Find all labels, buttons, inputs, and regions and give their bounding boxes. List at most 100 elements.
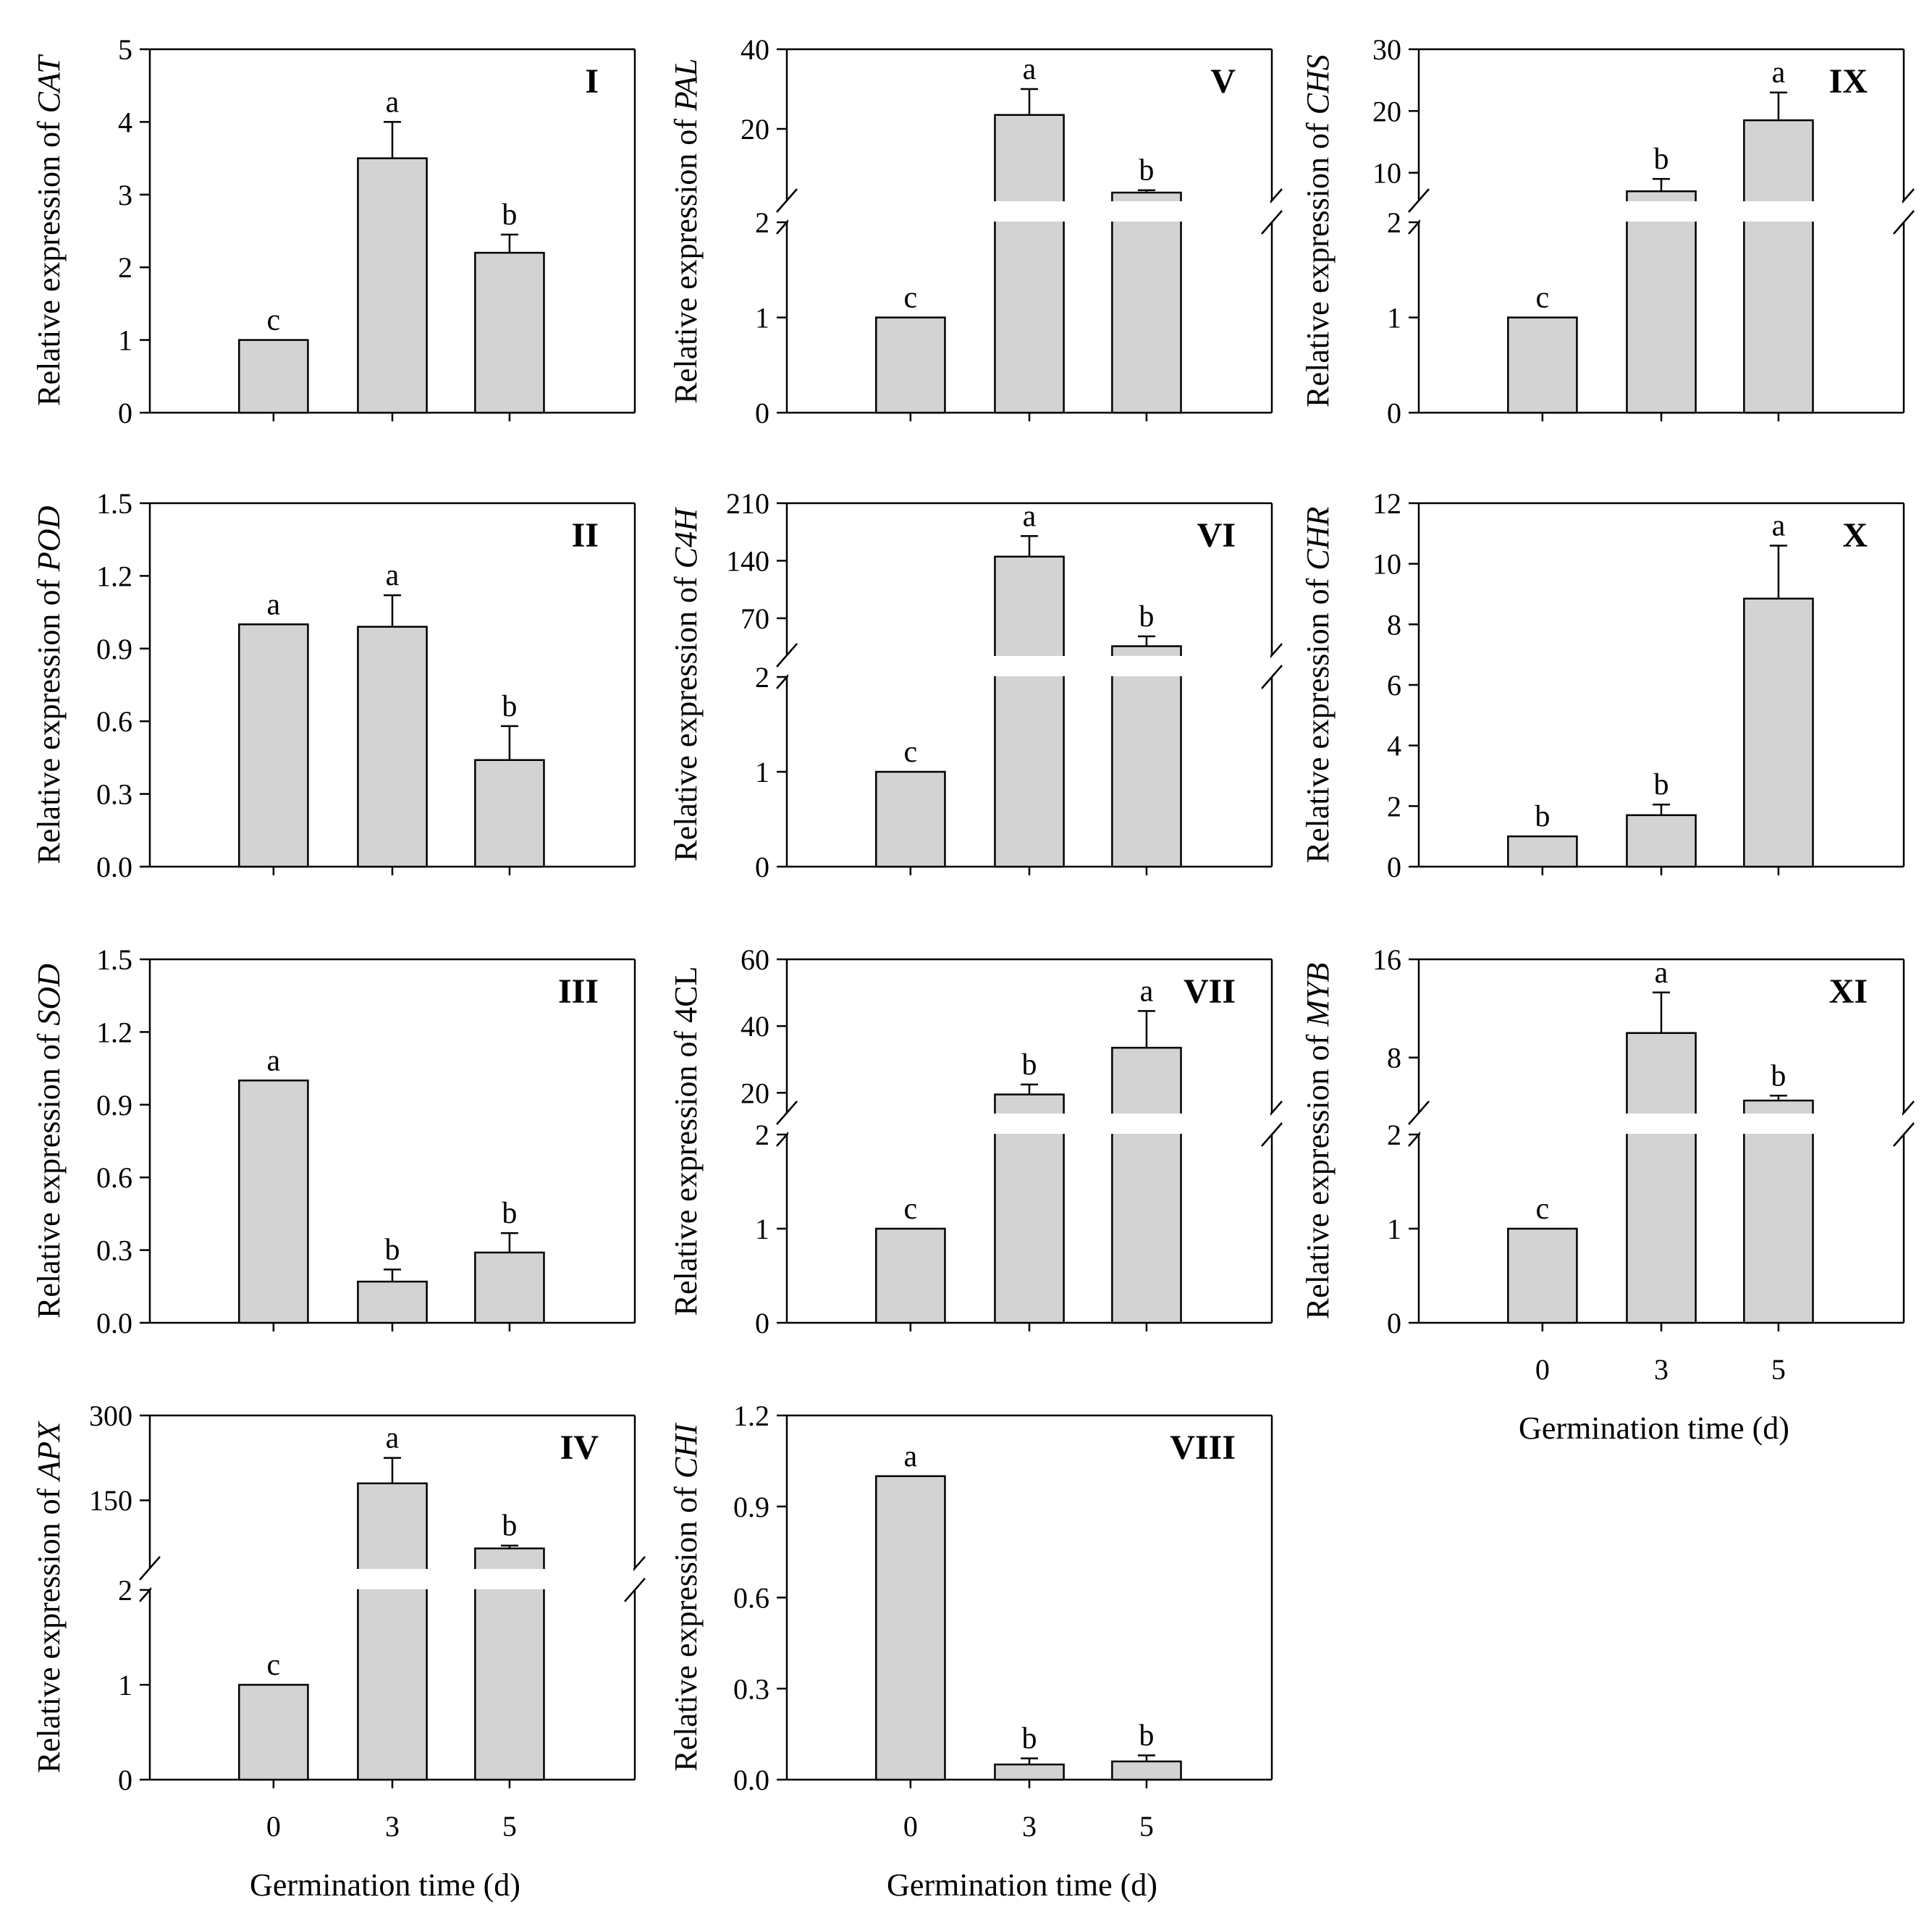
y-tick-label: 70 xyxy=(741,602,769,635)
y-tick-label: 0.6 xyxy=(733,1582,769,1615)
significance-letter: b xyxy=(502,1510,517,1543)
y-tick-label: 4 xyxy=(118,106,132,138)
x-tick-label: 3 xyxy=(1022,1810,1037,1843)
y-ticks: 0 1 2 150 300 xyxy=(89,1400,150,1796)
bar-0 xyxy=(1507,1227,1578,1324)
y-tick-label: 0.9 xyxy=(733,1491,769,1523)
y-tick-label: 30 xyxy=(1372,33,1401,66)
axis-break-mark xyxy=(624,1578,646,1602)
significance-letter: c xyxy=(267,1649,281,1682)
y-tick-label: 1 xyxy=(118,324,132,357)
y-tick-label: 1.5 xyxy=(96,943,132,976)
gene-name: 4CL xyxy=(668,967,704,1023)
y-axis-label: Relative expression of CHR xyxy=(1300,507,1336,864)
y-axis-label: Relative expression of PAL xyxy=(668,58,704,403)
significance-letter: b xyxy=(1139,1719,1154,1752)
x-ticks xyxy=(1541,867,1780,875)
bar-5 xyxy=(474,251,545,414)
y-tick-label: 0 xyxy=(1387,851,1401,883)
y-ticks: 0 1 2 70 140 210 xyxy=(726,487,787,883)
y-tick-label: 16 xyxy=(1372,943,1401,976)
axis-break-mark xyxy=(776,188,798,213)
y-tick-label: 0 xyxy=(1387,397,1401,429)
axis-break-gap xyxy=(788,201,1270,222)
y-axis-label: Relative expression of CHS xyxy=(1300,54,1336,408)
bars: a a b xyxy=(238,559,545,868)
gene-name: CHS xyxy=(1300,54,1336,114)
y-tick-label: 0.9 xyxy=(96,633,132,665)
y-tick-label: 1 xyxy=(755,756,769,788)
y-tick-label: 210 xyxy=(726,487,769,520)
gene-name: PAL xyxy=(668,58,704,111)
axis-break-gap xyxy=(1420,201,1902,222)
significance-letter: a xyxy=(267,588,281,621)
x-tick-label: 0 xyxy=(266,1810,281,1843)
significance-letter: a xyxy=(1023,53,1037,86)
y-tick-label: 2 xyxy=(755,206,769,239)
y-axis-label: Relative expression of APX xyxy=(31,1421,67,1773)
bars: c a b xyxy=(875,53,1182,414)
panel-label: II xyxy=(572,516,599,555)
x-ticks: 0 3 5 xyxy=(903,1780,1154,1843)
y-axis-label: Relative expression of CHI xyxy=(668,1422,704,1772)
bars: c a b xyxy=(875,500,1182,868)
y-tick-label: 20 xyxy=(741,1077,769,1109)
bar-3 xyxy=(1626,1032,1697,1324)
y-axis-label: Relative expression of 4CL xyxy=(668,967,704,1316)
bar-3 xyxy=(1626,190,1697,414)
bar-0 xyxy=(875,316,946,414)
significance-letter: a xyxy=(267,1044,281,1077)
bars: c a b xyxy=(1507,956,1814,1324)
axis-break-gap xyxy=(788,656,1270,676)
axes-frame xyxy=(148,958,636,1324)
x-ticks xyxy=(272,413,511,421)
bar-5 xyxy=(1111,191,1182,414)
y-tick-label: 0 xyxy=(755,851,769,883)
x-tick-label: 0 xyxy=(903,1810,918,1843)
bars: b b a xyxy=(1507,510,1814,868)
axes-frame xyxy=(139,1414,646,1781)
bar-3 xyxy=(1626,814,1697,868)
significance-letter: b xyxy=(1535,800,1550,833)
axis-break-mark xyxy=(1261,1122,1283,1147)
x-ticks xyxy=(909,867,1148,875)
y-tick-label: 1 xyxy=(755,1213,769,1245)
bar-3 xyxy=(357,157,428,414)
bar-5 xyxy=(1111,1760,1182,1781)
axis-break-mark xyxy=(776,643,798,668)
x-tick-label: 5 xyxy=(1771,1353,1786,1386)
significance-letter: a xyxy=(1023,500,1037,533)
bar-0 xyxy=(238,339,309,414)
y-tick-label: 2 xyxy=(1387,206,1401,239)
x-axis-label: Germination time (d) xyxy=(250,1867,520,1903)
x-tick-label: 5 xyxy=(1139,1810,1154,1843)
y-tick-label: 300 xyxy=(89,1400,132,1432)
panel-label: III xyxy=(558,972,599,1011)
y-ticks: 0 1 2 20 40 xyxy=(741,33,787,429)
bar-5 xyxy=(474,1251,545,1324)
y-tick-label: 0.6 xyxy=(96,705,132,738)
y-tick-label: 1.2 xyxy=(733,1400,769,1432)
y-ticks: 0.0 0.3 0.6 0.9 1.2 1.5 xyxy=(96,943,150,1339)
x-tick-label: 3 xyxy=(385,1810,400,1843)
y-axis-label: Relative expression of CAT xyxy=(31,54,67,406)
y-ticks: 0.0 0.3 0.6 0.9 1.2 xyxy=(733,1400,787,1796)
panel-label: VIII xyxy=(1170,1428,1236,1467)
x-axis-label: Germination time (d) xyxy=(887,1867,1157,1903)
y-axis-label: Relative expression of MYB xyxy=(1300,963,1336,1319)
y-ticks: 0 1 2 3 4 5 xyxy=(118,33,150,429)
axis-break-mark xyxy=(1408,1101,1430,1125)
significance-letter: b xyxy=(1654,768,1669,801)
x-ticks xyxy=(909,413,1148,421)
y-tick-label: 0.3 xyxy=(96,778,132,811)
panel-ix: 0 1 2 10 20 30 c b a IX Relative expression of CHS xyxy=(1300,33,1915,429)
significance-letter: c xyxy=(904,736,918,769)
significance-letter: a xyxy=(386,85,400,119)
y-tick-label: 4 xyxy=(1387,730,1401,762)
x-tick-label: 3 xyxy=(1654,1353,1669,1386)
y-tick-label: 2 xyxy=(1387,1119,1401,1151)
y-tick-label: 3 xyxy=(118,179,132,211)
significance-letter: a xyxy=(904,1440,918,1473)
y-axis-label: Relative expression of C4H xyxy=(668,507,704,862)
axis-break-mark xyxy=(776,1101,798,1125)
